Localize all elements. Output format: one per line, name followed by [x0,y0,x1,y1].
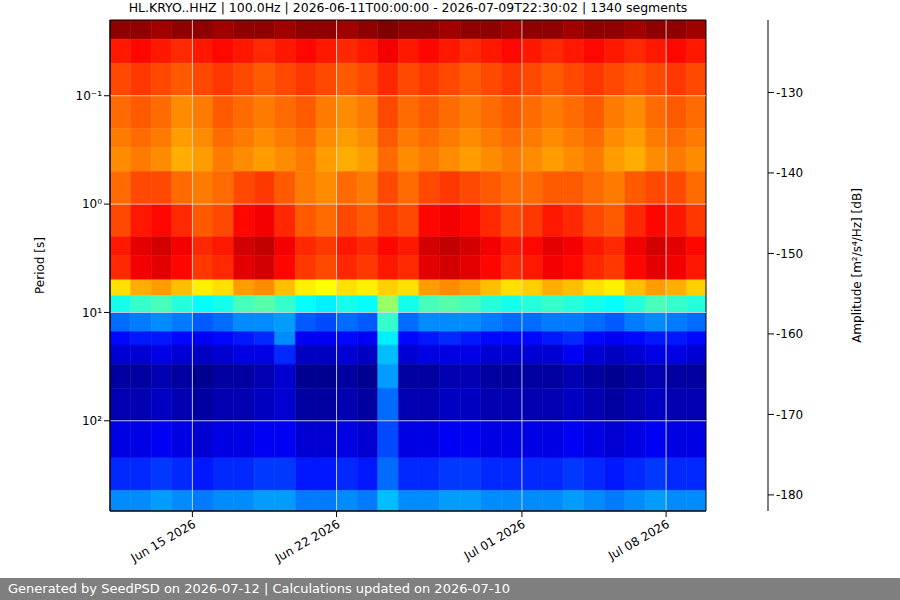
svg-text:-140: -140 [776,166,803,180]
svg-text:-170: -170 [776,408,803,422]
svg-text:Amplitude [m²/s⁴/Hz] [dB]: Amplitude [m²/s⁴/Hz] [dB] [850,188,864,343]
svg-text:Period [s]: Period [s] [33,237,47,294]
svg-text:10⁻¹: 10⁻¹ [76,89,103,103]
svg-text:10⁰: 10⁰ [82,197,102,211]
svg-text:Jun 15 2026: Jun 15 2026 [128,517,198,566]
svg-text:-180: -180 [776,488,803,502]
svg-text:10¹: 10¹ [82,306,102,320]
html-text:Generated by SeedPSD on 2026-0: Generated by SeedPSD on 2026-07-12 | Cal… [8,581,510,596]
svg-text:Jul 01 2026: Jul 01 2026 [461,517,528,564]
svg-text:10²: 10² [82,414,102,428]
svg-text:-130: -130 [776,86,803,100]
html-text:HL.KRYO..HHZ | 100.0Hz | 2026-: HL.KRYO..HHZ | 100.0Hz | 2026-06-11T00:0… [128,0,688,15]
svg-text:Jun 22 2026: Jun 22 2026 [272,517,342,566]
svg-text:-150: -150 [776,247,803,261]
svg-text:Jul 08 2026: Jul 08 2026 [605,517,672,564]
svg-text:-160: -160 [776,327,803,341]
